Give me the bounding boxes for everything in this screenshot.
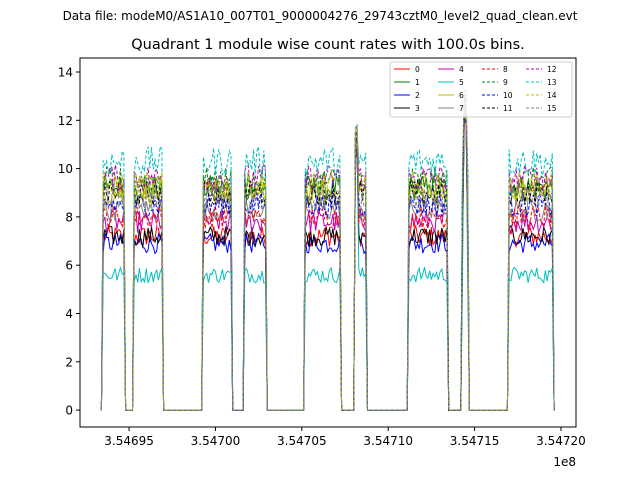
legend-label: 1: [415, 78, 420, 87]
chart-title: Quadrant 1 module wise count rates with …: [131, 37, 525, 53]
legend-label: 15: [547, 104, 557, 113]
y-tick-label: 8: [65, 210, 73, 224]
legend-label: 0: [415, 65, 420, 74]
y-tick-label: 14: [58, 66, 73, 80]
legend-label: 8: [503, 65, 508, 74]
y-tick-label: 12: [58, 114, 73, 128]
series-line-11: [100, 96, 555, 411]
legend-label: 13: [547, 78, 557, 87]
series-line-0: [100, 118, 555, 411]
y-tick-label: 10: [58, 162, 73, 176]
legend-label: 7: [459, 104, 464, 113]
legend-label: 9: [503, 78, 508, 87]
x-tick-label: 3.54715: [450, 434, 500, 448]
legend-label: 14: [547, 91, 557, 100]
series-line-5: [100, 107, 555, 411]
x-tick-label: 3.54695: [104, 434, 154, 448]
x-tick-label: 3.54710: [363, 434, 413, 448]
y-tick-label: 4: [65, 307, 73, 321]
legend-label: 12: [547, 65, 557, 74]
legend-label: 2: [415, 91, 420, 100]
y-tick-label: 6: [65, 259, 73, 273]
axes-frame: [79, 57, 577, 428]
x-tick-label: 3.54705: [277, 434, 327, 448]
series-line-2: [100, 112, 555, 411]
series-line-15: [100, 88, 555, 411]
x-offset-label: 1e8: [553, 455, 576, 469]
y-tick-label: 0: [65, 404, 73, 418]
legend-label: 4: [459, 65, 464, 74]
series-line-13: [100, 95, 555, 411]
series-line-10: [100, 103, 555, 411]
series-line-3: [100, 113, 555, 411]
series-line-4: [100, 109, 555, 411]
legend-label: 10: [503, 91, 513, 100]
plot-area: [100, 88, 555, 411]
legend-label: 11: [503, 104, 513, 113]
y-tick-label: 2: [65, 355, 73, 369]
axis-ticks: 3.54695 3.54700 3.54705 3.54710 3.54715 3.547…: [58, 66, 586, 448]
legend-label: 6: [459, 91, 464, 100]
legend-label: 3: [415, 104, 420, 113]
x-tick-label: 3.54720: [536, 434, 586, 448]
series-line-8: [100, 105, 555, 411]
chart-suptitle: Data file: modeM0/AS1A10_007T01_90000042…: [63, 9, 578, 23]
series-line-6: [100, 109, 555, 411]
legend-box: [389, 61, 573, 118]
x-tick-label: 3.54700: [191, 434, 241, 448]
series-line-1: [100, 117, 555, 411]
legend-label: 5: [459, 78, 464, 87]
series-line-7: [100, 104, 555, 411]
series-line-9: [100, 100, 555, 411]
